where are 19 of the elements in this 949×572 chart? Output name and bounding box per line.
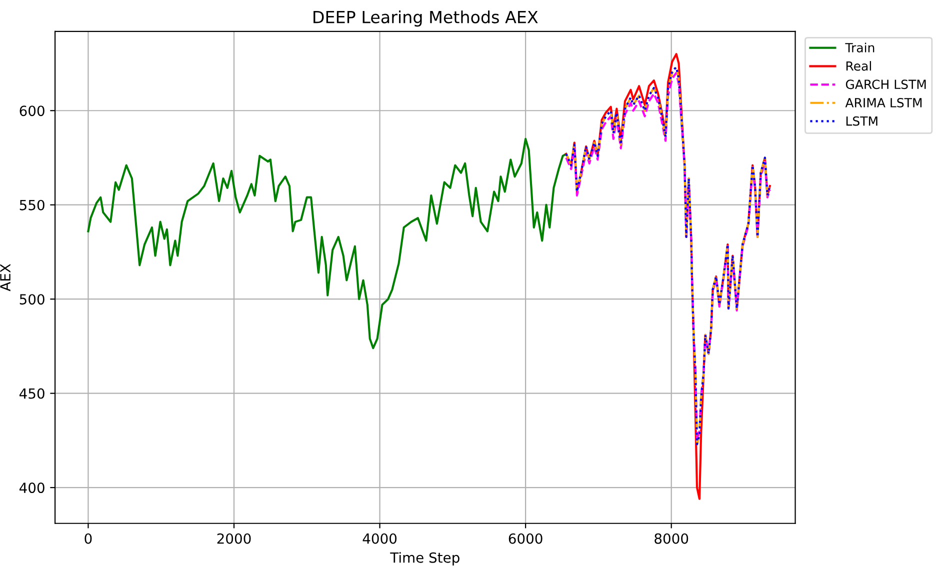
x-tick-label: 2000 [217, 533, 251, 544]
legend-label: Real [846, 61, 871, 71]
chart-title: DEEP Learing Methods AEX [314, 10, 538, 27]
y-axis-title: AEX [0, 264, 10, 292]
x-tick-label: 4000 [362, 533, 397, 544]
y-tick-label: 550 [20, 200, 44, 210]
y-tick-label: 400 [19, 482, 44, 494]
y-tick-label: 450 [19, 388, 44, 399]
legend-label: Train [845, 42, 874, 52]
x-tick-label: 8000 [654, 533, 688, 544]
x-tick-label: 0 [84, 533, 92, 544]
legend-label: ARIMA LSTM [845, 98, 922, 108]
y-tick-label: 500 [20, 294, 44, 305]
x-axis-title: Time Step [390, 552, 460, 566]
legend-label: LSTM [846, 116, 878, 126]
line-series [87, 138, 568, 350]
x-tick-label: 6000 [508, 533, 542, 544]
legend-label: GARCH LSTM [846, 80, 926, 90]
y-tick-label: 600 [20, 106, 44, 116]
